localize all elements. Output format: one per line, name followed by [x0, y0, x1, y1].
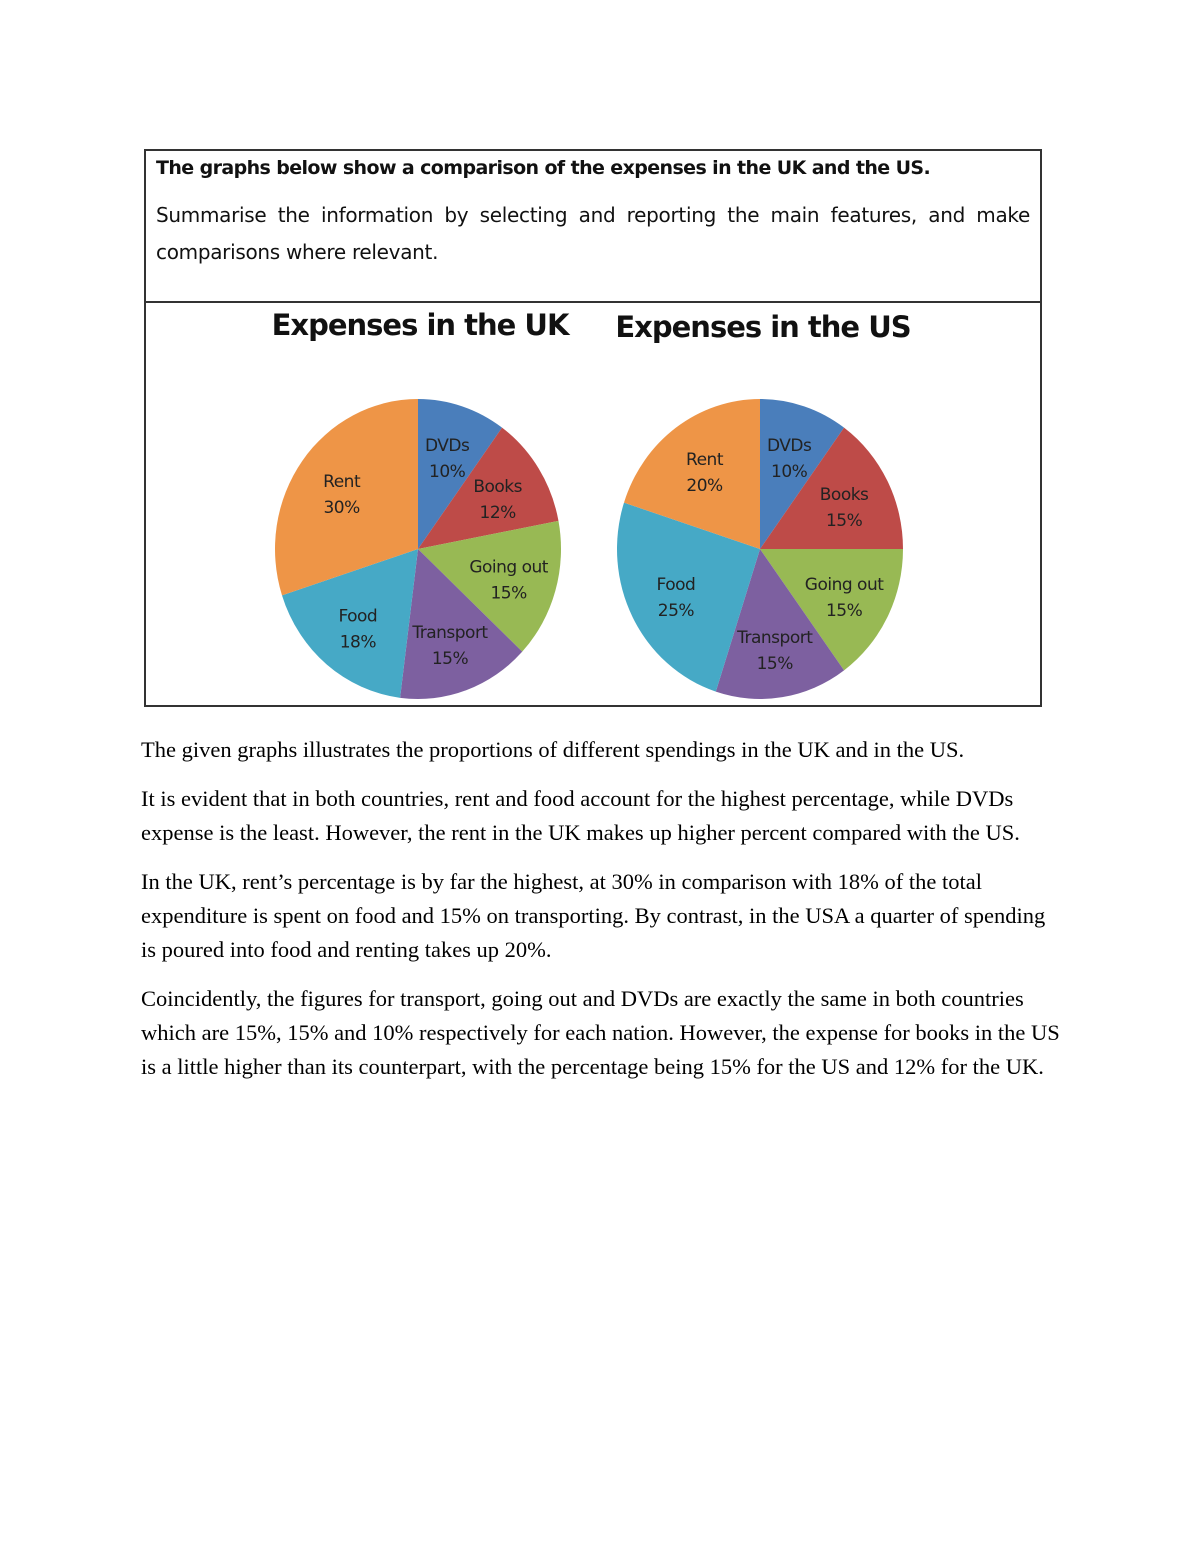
task-prompt: Summarise the information by selecting a…: [156, 203, 1030, 264]
task-box: The graphs below show a comparison of th…: [144, 149, 1042, 707]
pie-slice-food: [281, 549, 418, 698]
slice-label: Going out: [469, 558, 548, 578]
slice-label: Food: [657, 575, 696, 595]
slice-value: 20%: [686, 476, 723, 496]
pie-slice-going-out: [760, 549, 903, 671]
slice-label: Books: [820, 485, 869, 505]
chart-title-uk: Expenses in the UK: [272, 308, 571, 342]
task-instructions: The graphs below show a comparison of th…: [146, 151, 1040, 303]
pie-slice-books: [418, 427, 559, 549]
slice-label: Rent: [323, 472, 361, 492]
task-title: The graphs below show a comparison of th…: [156, 157, 931, 179]
pie-slice-rent: [275, 399, 418, 596]
slice-value: 25%: [658, 601, 695, 621]
slice-label: Transport: [736, 628, 813, 648]
chart-title-us: Expenses in the US: [615, 310, 910, 344]
slice-value: 12%: [480, 503, 517, 523]
slice-value: 15%: [826, 601, 863, 621]
slice-label: DVDs: [425, 436, 470, 456]
pie-slice-dvds: [760, 399, 845, 549]
pie-slice-transport: [400, 549, 523, 699]
pie-slice-transport: [715, 549, 845, 699]
slice-label: Rent: [686, 450, 724, 470]
slice-value: 15%: [490, 584, 527, 604]
slice-label: Transport: [411, 623, 488, 643]
slice-label: Food: [338, 606, 377, 626]
slice-value: 18%: [340, 632, 377, 652]
pie-slice-rent: [623, 399, 760, 549]
slice-label: Going out: [805, 575, 884, 595]
essay-paragraph: The given graphs illustrates the proport…: [141, 737, 965, 762]
slice-label: Books: [473, 477, 522, 497]
essay-paragraph: In the UK, rent’s percentage is by far t…: [141, 869, 1046, 962]
slice-value: 15%: [432, 649, 469, 669]
slice-value: 10%: [429, 462, 466, 482]
essay-paragraph: Coincidently, the figures for transport,…: [141, 986, 1060, 1079]
pie-charts: Expenses in the UK Expenses in the US DV…: [272, 308, 912, 699]
essay: The given graphs illustrates the proport…: [141, 733, 1061, 1099]
essay-paragraph: It is evident that in both countries, re…: [141, 786, 1020, 845]
pie-us: DVDs 10% Books 15% Going out 15% Transport 15% F…: [617, 399, 903, 699]
pie-slice-books: [760, 427, 903, 549]
slice-value: 15%: [757, 654, 794, 674]
slice-value: 15%: [826, 511, 863, 531]
pie-slice-food: [617, 502, 760, 692]
pie-slice-going-out: [418, 520, 561, 652]
slice-value: 30%: [323, 498, 360, 518]
slice-value: 10%: [771, 462, 808, 482]
slice-label: DVDs: [767, 436, 812, 456]
pie-slice-dvds: [418, 399, 503, 549]
